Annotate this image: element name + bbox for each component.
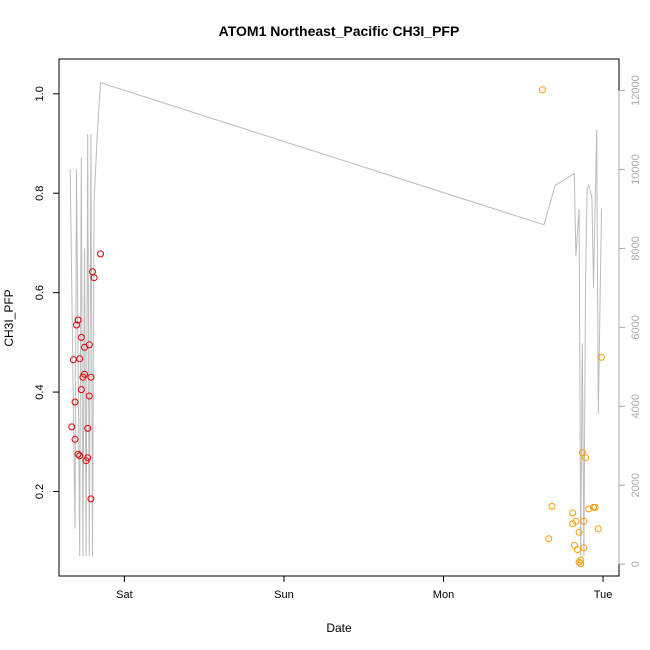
data-point-series1	[85, 392, 93, 400]
y2-tick-label: 8000	[630, 236, 642, 260]
axes-layer: Sat Sun Mon Tue 0.2 0.4 0.6 0.8 1.0 0 2000 4000 6000…	[34, 75, 642, 601]
data-point-series2	[594, 525, 602, 533]
data-point-series1	[73, 321, 80, 329]
data-point-series2	[591, 503, 599, 511]
data-point-series1	[87, 373, 95, 381]
data-point-series2	[580, 544, 588, 552]
x-tick-label: Tue	[594, 589, 613, 601]
data-point-series2	[545, 535, 553, 543]
x-tick-label: Sun	[274, 589, 294, 601]
y-tick-label: 0.8	[34, 186, 46, 201]
data-point-series1	[74, 316, 82, 324]
data-point-series1	[77, 386, 85, 394]
data-point-series2	[548, 502, 556, 510]
y2-tick-label: 12000	[630, 75, 642, 106]
data-point-series1	[84, 454, 92, 462]
y2-tick-label: 0	[630, 561, 642, 567]
y-tick-label: 1.0	[34, 86, 46, 101]
data-point-series2	[580, 517, 588, 525]
data-point-series1	[84, 424, 92, 432]
plot-frame	[58, 58, 620, 577]
data-point-series1	[77, 333, 85, 341]
x-tick-label: Sat	[116, 589, 133, 601]
y-tick-label: 0.2	[34, 484, 46, 499]
data-point-series1	[87, 495, 95, 503]
data-point-series2	[572, 517, 580, 525]
data-point-series2	[582, 454, 589, 462]
data-point-series1	[81, 370, 88, 378]
data-point-series2	[577, 556, 585, 564]
data-point-series2	[575, 528, 583, 536]
y-axis-label: CH3I_PFP	[2, 289, 16, 346]
data-point-series2	[570, 541, 578, 549]
data-point-series2	[577, 560, 585, 568]
data-point-series1	[71, 435, 79, 443]
data-point-series1	[85, 341, 93, 349]
altitude-line	[69, 82, 602, 557]
data-point-series2	[578, 449, 586, 457]
data-point-series2	[569, 509, 577, 517]
data-point-series1	[90, 274, 98, 282]
data-point-series1	[76, 355, 84, 363]
data-point-series2	[585, 505, 593, 513]
y2-tick-label: 4000	[630, 394, 642, 418]
altitude-layer	[69, 82, 602, 557]
data-point-series2	[538, 86, 546, 94]
y2-tick-label: 2000	[630, 473, 642, 497]
data-point-series2	[574, 546, 581, 554]
points-layer	[68, 86, 605, 568]
data-point-series1	[76, 452, 84, 460]
x-tick-label: Mon	[433, 589, 454, 601]
data-point-series2	[575, 558, 583, 566]
data-point-series1	[74, 450, 82, 458]
data-point-series1	[97, 250, 104, 258]
data-point-series2	[598, 353, 605, 361]
y2-tick-label: 10000	[630, 154, 642, 185]
x-axis-label: Date	[326, 621, 352, 635]
y-tick-label: 0.4	[34, 384, 46, 399]
y-tick-label: 0.6	[34, 285, 46, 300]
chart-title: ATOM1 Northeast_Pacific CH3I_PFP	[219, 23, 460, 39]
data-point-series1	[68, 423, 76, 431]
y2-tick-label: 6000	[630, 315, 642, 339]
data-point-series1	[71, 398, 79, 406]
